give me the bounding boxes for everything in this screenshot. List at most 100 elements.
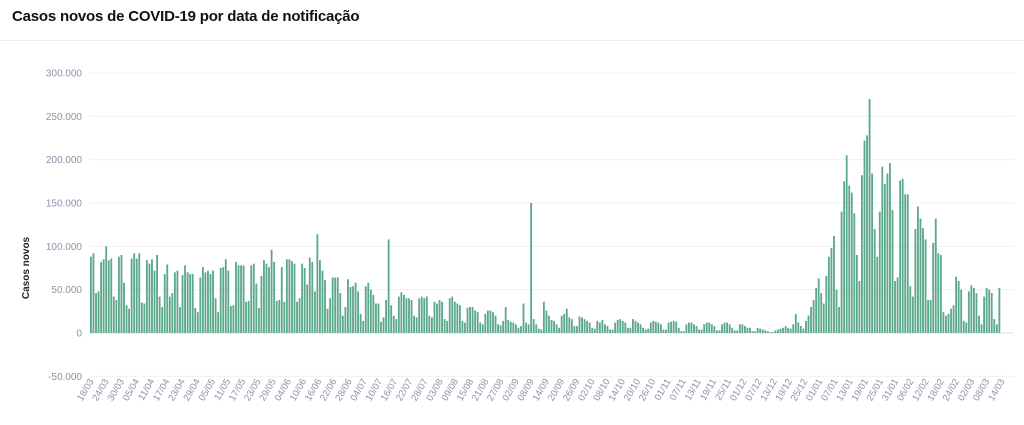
bar (214, 298, 217, 333)
bar (917, 206, 919, 333)
bar (280, 267, 283, 333)
bar (985, 287, 988, 333)
chart-header: Casos novos de COVID-19 por data de noti… (0, 0, 1024, 41)
bar (606, 326, 609, 333)
bar (298, 298, 301, 333)
bar (988, 289, 991, 333)
bar (784, 326, 787, 333)
bar (245, 301, 248, 333)
bar (970, 285, 973, 333)
bar (392, 315, 395, 333)
bar (649, 322, 652, 333)
bar (904, 194, 907, 333)
bar (204, 272, 207, 333)
bar (352, 286, 354, 333)
bar (878, 211, 881, 333)
bar (420, 296, 423, 333)
bar (759, 328, 762, 333)
bar (929, 300, 932, 333)
bar (881, 166, 884, 333)
bar (810, 307, 812, 333)
bar (718, 330, 721, 333)
bar (329, 298, 332, 333)
bar (817, 278, 820, 333)
bar (583, 319, 586, 333)
bar (471, 307, 474, 333)
bar (181, 274, 184, 333)
bar (642, 327, 645, 333)
bar (962, 320, 965, 333)
bar (339, 293, 342, 333)
bar (756, 327, 759, 333)
bar (263, 260, 265, 333)
bar (288, 259, 291, 333)
bar (581, 317, 583, 333)
bar (270, 249, 273, 333)
bar (688, 322, 690, 333)
bar (853, 213, 856, 333)
bar (789, 328, 792, 333)
bar (621, 320, 624, 333)
bar (382, 317, 385, 333)
bar (117, 256, 120, 333)
bar (492, 312, 494, 333)
bar (222, 267, 225, 333)
bar (319, 260, 321, 333)
bar (682, 331, 685, 333)
bar (980, 324, 983, 333)
bar (255, 283, 258, 333)
bar (372, 294, 375, 333)
bar (779, 328, 782, 333)
bar (509, 321, 512, 333)
bar (502, 320, 505, 333)
bar (576, 326, 578, 333)
bar (476, 312, 479, 333)
bar (868, 99, 871, 333)
bar (952, 305, 955, 333)
bar (377, 303, 380, 333)
bar (438, 300, 441, 333)
bar (306, 284, 309, 333)
bar (883, 183, 886, 333)
bar (794, 313, 797, 333)
bar (998, 287, 1001, 333)
bar (133, 253, 136, 333)
bar (176, 270, 179, 333)
bar (545, 310, 548, 333)
bar (441, 301, 443, 333)
bar (283, 301, 286, 333)
bar (807, 315, 810, 333)
bar (802, 328, 805, 333)
bar (667, 322, 670, 333)
bar (497, 324, 499, 333)
bar (207, 270, 209, 333)
bar (565, 308, 568, 333)
bar (425, 296, 428, 333)
bar (252, 263, 255, 333)
bar (408, 298, 410, 333)
bar (736, 330, 739, 333)
bar (680, 331, 683, 333)
bar (530, 203, 533, 333)
bar (163, 274, 166, 333)
bar (135, 258, 138, 333)
bar (967, 291, 970, 333)
bar (227, 270, 230, 333)
bar (293, 263, 296, 333)
bar (517, 327, 520, 333)
bar (479, 322, 482, 333)
bar (550, 320, 553, 333)
bar (151, 259, 153, 333)
bar (201, 267, 204, 333)
bar (130, 258, 133, 333)
bar (850, 192, 853, 333)
bar (873, 229, 876, 333)
bar (693, 324, 695, 333)
bar (700, 329, 703, 333)
bar (341, 315, 344, 333)
bar (474, 310, 477, 333)
bar (217, 312, 220, 333)
bar (367, 282, 370, 333)
bar (703, 324, 706, 333)
bar (199, 277, 202, 333)
